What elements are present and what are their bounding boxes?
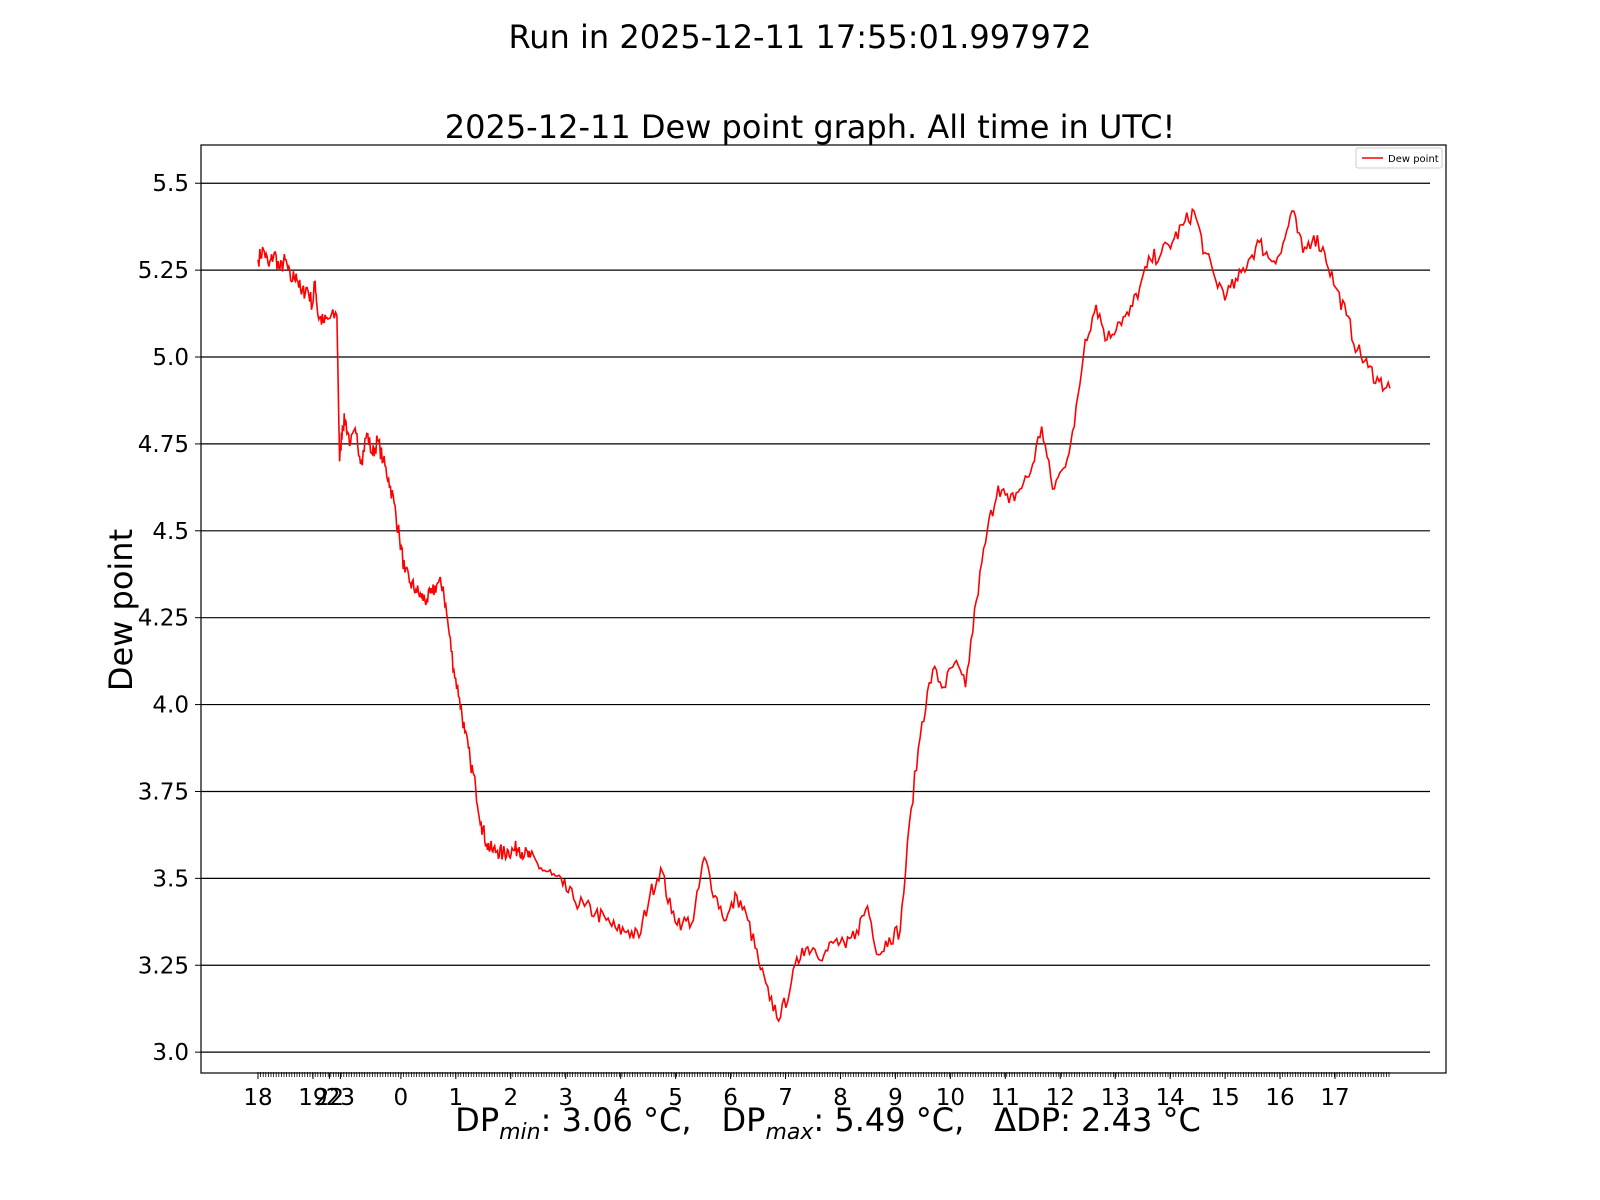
y-tick-label: 3.75 [138, 779, 189, 805]
x-tick-label: 5 [668, 1085, 683, 1111]
y-tick-label: 4.25 [138, 606, 189, 632]
stats-max-label: DP [722, 1101, 766, 1139]
series-line-dew-point [257, 207, 1391, 1023]
stats-delta-label: ΔDP [994, 1101, 1060, 1139]
y-tick-label: 4.0 [152, 693, 189, 719]
x-tick-label: 8 [833, 1085, 848, 1111]
stats-min-label: DP [455, 1101, 499, 1139]
x-tick-label: 16 [1265, 1085, 1294, 1111]
legend-box [1355, 147, 1443, 169]
legend: Dew point [1355, 147, 1443, 169]
stats-max-sub: max [765, 1120, 814, 1145]
y-tick-label: 3.5 [152, 866, 189, 892]
y-tick-label: 5.5 [152, 171, 189, 197]
stats-min-value: : 3.06 °C, [541, 1101, 692, 1139]
x-tick-label: 17 [1320, 1085, 1349, 1111]
plot-frame [200, 144, 1447, 1074]
x-tick-label: 12 [1046, 1085, 1075, 1111]
y-axis-label: Dew point [102, 529, 140, 691]
x-tick-label: 6 [723, 1085, 738, 1111]
stats-line: DPmin: 3.06 °C, DPmax: 5.49 °C, ΔDP: 2.43 … [455, 1101, 1201, 1145]
stats-max-value: : 5.49 °C, [813, 1101, 964, 1139]
legend-label-dew-point: Dew point [1388, 154, 1439, 165]
y-tick-label: 3.0 [152, 1040, 189, 1066]
x-tick-label: 14 [1156, 1085, 1185, 1111]
x-tick-label: 2 [503, 1085, 518, 1111]
y-tick-label: 5.25 [138, 258, 189, 284]
y-tick-label: 3.25 [138, 953, 189, 979]
y-axis-ticks: 3.0 3.25 3.5 3.75 4.0 4.25 4.5 4.75 5.0 5.25 5.5 [138, 171, 201, 1066]
x-tick-label: 11 [991, 1085, 1020, 1111]
x-tick-label: 18 [243, 1085, 272, 1111]
x-tick-label: 22 [315, 1085, 344, 1111]
x-tick-label: 4 [613, 1085, 628, 1111]
y-tick-label: 4.5 [152, 519, 189, 545]
chart-title: 2025-12-11 Dew point graph. All time in … [445, 108, 1176, 146]
x-tick-label: 0 [394, 1085, 409, 1111]
x-tick-label: 10 [936, 1085, 965, 1111]
chart-suptitle: Run in 2025-12-11 17:55:01.997972 [508, 18, 1091, 56]
x-tick-label: 15 [1210, 1085, 1239, 1111]
gridlines [201, 182, 1430, 1053]
x-tick-label: 1 [448, 1085, 463, 1111]
x-tick-label: 13 [1101, 1085, 1130, 1111]
stats-min-sub: min [499, 1120, 541, 1145]
x-tick-label: 23 [326, 1085, 355, 1111]
x-tick-label: 19 [298, 1085, 327, 1111]
y-tick-label: 4.75 [138, 432, 189, 458]
x-tick-label: 7 [778, 1085, 793, 1111]
stats-delta-value: : 2.43 °C [1060, 1101, 1201, 1139]
x-tick-label: 3 [558, 1085, 573, 1111]
y-tick-label: 5.0 [152, 345, 189, 371]
x-tick-label: 9 [888, 1085, 903, 1111]
